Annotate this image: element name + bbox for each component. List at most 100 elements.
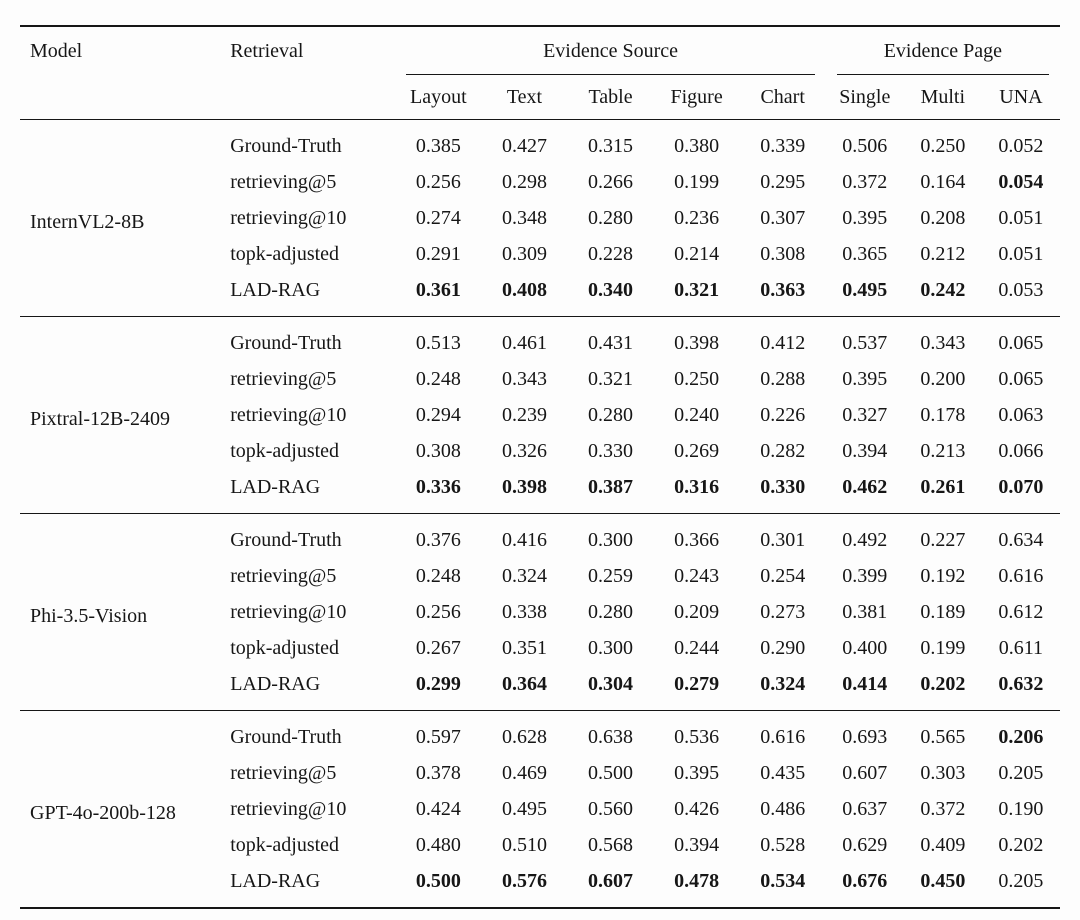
metric-value-cell: 0.301 <box>760 528 806 551</box>
table-header: Model Retrieval Evidence Source Evidence… <box>20 26 1060 120</box>
metric-value-cell: 0.343 <box>501 367 547 390</box>
metric-value-cell: 0.178 <box>920 403 966 426</box>
metric-value-cell: 0.240 <box>674 403 720 426</box>
table-row: topk-adjusted 0.291 0.309 0.228 0.214 0.308 0.… <box>20 236 1060 272</box>
metric-value-cell: 0.400 <box>842 636 888 659</box>
metric-value-cell: 0.416 <box>501 528 547 551</box>
metric-value-cell: 0.063 <box>998 403 1044 426</box>
metric-value-cell: 0.565 <box>920 725 966 748</box>
metric-value-cell: 0.616 <box>998 564 1044 587</box>
metric-value-cell: 0.051 <box>998 206 1044 229</box>
metric-value-cell: 0.409 <box>920 833 966 856</box>
table-row: LAD-RAG 0.336 0.398 0.387 0.316 0.330 0.462 0.2… <box>20 469 1060 514</box>
metric-value-cell: 0.351 <box>501 636 547 659</box>
metric-value-cell: 0.227 <box>920 528 966 551</box>
metric-value-cell: 0.259 <box>588 564 634 587</box>
col-group-evidence-source: Evidence Source <box>395 26 825 75</box>
metric-value-cell: 0.495 <box>501 797 547 820</box>
metric-value-cell: 0.290 <box>760 636 806 659</box>
metric-value-cell: 0.324 <box>760 672 806 695</box>
header-sub-row: Layout Text Table Figure Chart Single Multi UNA <box>20 75 1060 120</box>
header-group-row: Model Retrieval Evidence Source Evidence… <box>20 26 1060 120</box>
col-header-chart: Chart <box>739 75 826 120</box>
metric-value-cell: 0.202 <box>998 833 1044 856</box>
metric-value-cell: 0.243 <box>674 564 720 587</box>
metric-value-cell: 0.611 <box>998 636 1044 659</box>
metric-value-cell: 0.199 <box>920 636 966 659</box>
metric-value-cell: 0.269 <box>674 439 720 462</box>
retrieval-method-cell: retrieving@10 <box>230 600 347 623</box>
retrieval-method-cell: retrieving@5 <box>230 170 337 193</box>
metric-value-cell: 0.426 <box>674 797 720 820</box>
metric-value-cell: 0.365 <box>842 242 888 265</box>
metric-value-cell: 0.321 <box>674 278 720 301</box>
retrieval-method-cell: LAD-RAG <box>230 672 321 695</box>
retrieval-method-cell: retrieving@5 <box>230 367 337 390</box>
metric-value-cell: 0.254 <box>760 564 806 587</box>
retrieval-method-cell: topk-adjusted <box>230 636 340 659</box>
metric-value-cell: 0.513 <box>415 331 461 354</box>
metric-value-cell: 0.372 <box>842 170 888 193</box>
metric-value-cell: 0.372 <box>920 797 966 820</box>
metric-value-cell: 0.330 <box>588 439 634 462</box>
col-header-text: Text <box>481 75 568 120</box>
metric-value-cell: 0.462 <box>842 475 888 498</box>
metric-value-cell: 0.295 <box>760 170 806 193</box>
metric-value-cell: 0.200 <box>920 367 966 390</box>
metric-value-cell: 0.065 <box>998 331 1044 354</box>
retrieval-method-cell: retrieving@10 <box>230 403 347 426</box>
metric-value-cell: 0.385 <box>415 134 461 157</box>
metric-value-cell: 0.450 <box>920 869 966 892</box>
col-header-single: Single <box>825 75 904 120</box>
metric-value-cell: 0.299 <box>415 672 461 695</box>
metric-value-cell: 0.280 <box>588 600 634 623</box>
metric-value-cell: 0.294 <box>415 403 461 426</box>
col-header-figure: Figure <box>653 75 740 120</box>
retrieval-method-cell: retrieving@5 <box>230 564 337 587</box>
metric-value-cell: 0.336 <box>415 475 461 498</box>
metric-value-cell: 0.316 <box>674 475 720 498</box>
results-table: Model Retrieval Evidence Source Evidence… <box>20 25 1060 909</box>
metric-value-cell: 0.638 <box>588 725 634 748</box>
metric-value-cell: 0.190 <box>998 797 1044 820</box>
col-group-evidence-page: Evidence Page <box>826 26 1060 75</box>
metric-value-cell: 0.248 <box>415 564 461 587</box>
metric-value-cell: 0.378 <box>415 761 461 784</box>
metric-value-cell: 0.303 <box>920 761 966 784</box>
metric-value-cell: 0.376 <box>415 528 461 551</box>
table-row: InternVL2-8B Ground-Truth 0.385 0.427 0.315 0… <box>20 120 1060 233</box>
metric-value-cell: 0.054 <box>998 170 1044 193</box>
metric-value-cell: 0.267 <box>415 636 461 659</box>
metric-value-cell: 0.239 <box>501 403 547 426</box>
metric-value-cell: 0.051 <box>998 242 1044 265</box>
metric-value-cell: 0.250 <box>674 367 720 390</box>
metric-value-cell: 0.192 <box>920 564 966 587</box>
metric-value-cell: 0.226 <box>760 403 806 426</box>
metric-value-cell: 0.597 <box>415 725 461 748</box>
metric-value-cell: 0.321 <box>588 367 634 390</box>
metric-value-cell: 0.279 <box>674 672 720 695</box>
metric-value-cell: 0.273 <box>760 600 806 623</box>
evidence-source-label: Evidence Source <box>406 40 815 75</box>
metric-value-cell: 0.394 <box>674 833 720 856</box>
metric-value-cell: 0.315 <box>588 134 634 157</box>
metric-value-cell: 0.053 <box>998 278 1044 301</box>
metric-value-cell: 0.395 <box>842 206 888 229</box>
model-name-cell: Pixtral-12B-2409 <box>30 407 170 430</box>
metric-value-cell: 0.244 <box>674 636 720 659</box>
metric-value-cell: 0.387 <box>588 475 634 498</box>
metric-value-cell: 0.213 <box>920 439 966 462</box>
metric-value-cell: 0.560 <box>588 797 634 820</box>
metric-value-cell: 0.676 <box>842 869 888 892</box>
table-row: GPT-4o-200b-128 Ground-Truth 0.597 0.628 0.6… <box>20 711 1060 824</box>
retrieval-method-cell: retrieving@10 <box>230 797 347 820</box>
col-header-retrieval: Retrieval <box>225 26 396 120</box>
metric-value-cell: 0.304 <box>588 672 634 695</box>
metric-value-cell: 0.327 <box>842 403 888 426</box>
metric-value-cell: 0.340 <box>588 278 634 301</box>
metric-value-cell: 0.261 <box>920 475 966 498</box>
retrieval-method-cell: Ground-Truth <box>230 134 342 157</box>
metric-value-cell: 0.339 <box>760 134 806 157</box>
metric-value-cell: 0.199 <box>674 170 720 193</box>
